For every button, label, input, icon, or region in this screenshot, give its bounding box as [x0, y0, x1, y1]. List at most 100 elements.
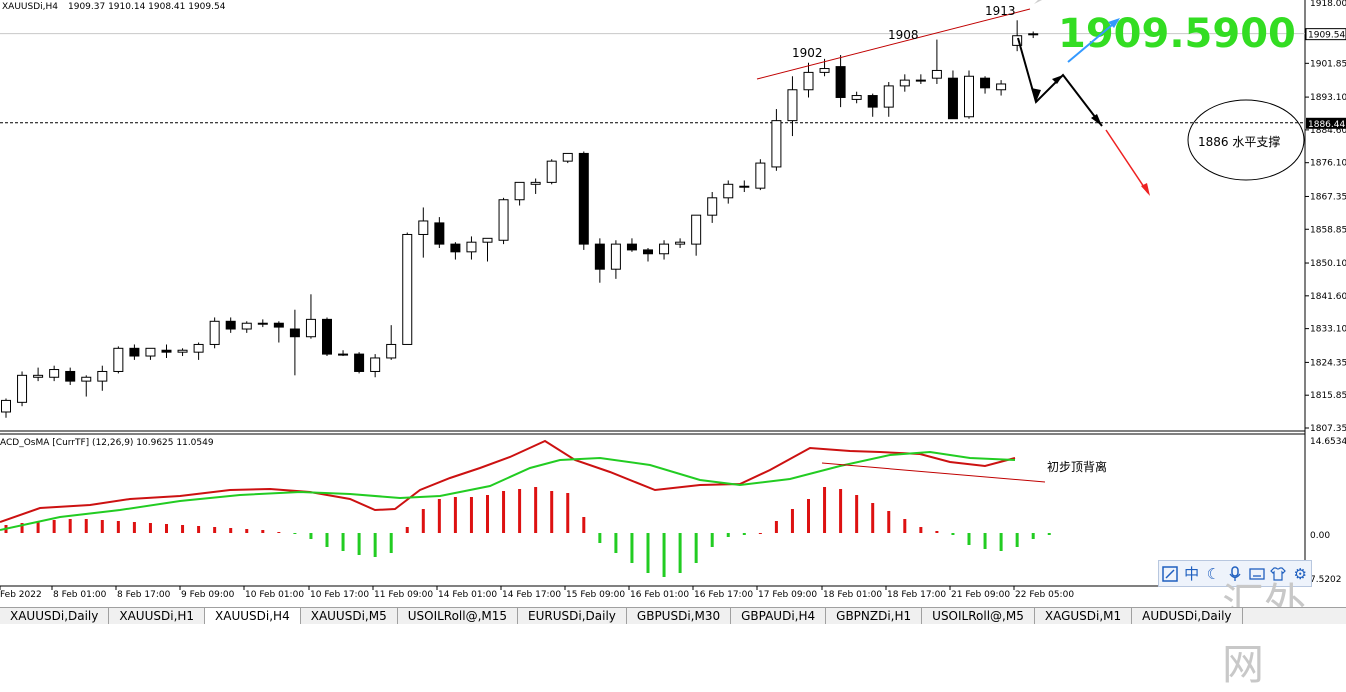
histogram-bar	[52, 520, 56, 533]
arrow-down-red[interactable]	[1105, 129, 1150, 196]
histogram-bar	[518, 489, 522, 533]
histogram-bar	[181, 525, 185, 533]
histogram-bar	[197, 526, 201, 533]
ime-toolbar[interactable]: 中 ☾ ⚙	[1158, 560, 1312, 587]
histogram-bar	[437, 499, 441, 533]
candle	[1012, 20, 1023, 52]
histogram-bar	[1047, 533, 1051, 535]
candle	[643, 247, 653, 262]
candle	[739, 180, 750, 193]
chart-tab[interactable]: XAUUSDi,H1	[109, 608, 206, 624]
histogram-bar	[758, 533, 762, 534]
price-tick-label: 1867.35	[1310, 192, 1346, 202]
moon-icon[interactable]: ☾	[1206, 564, 1221, 583]
histogram-bar	[453, 497, 457, 533]
candle	[354, 352, 365, 374]
price-tick-label: 1858.85	[1310, 225, 1346, 235]
chart-tab[interactable]: XAUUSDi,M5	[301, 608, 398, 624]
candle	[723, 180, 734, 204]
chart-canvas[interactable]: XAUUSDi,H4 1909.37 1910.14 1908.41 1909.…	[0, 0, 1346, 607]
chart-tab[interactable]: USOILRoll@,M5	[922, 608, 1035, 624]
candle	[996, 80, 1007, 96]
svg-text:1909.54: 1909.54	[1308, 31, 1345, 41]
histogram-bar	[116, 521, 120, 533]
chart-tab-bar: XAUUSDi,Daily XAUUSDi,H1 XAUUSDi,H4 XAUUSDi…	[0, 607, 1346, 624]
histogram-bar	[1031, 533, 1035, 539]
candle	[241, 321, 252, 333]
candle	[177, 348, 188, 357]
chart-tab[interactable]: GBPUSDi,M30	[627, 608, 732, 624]
candle	[434, 217, 445, 248]
chart-tab[interactable]: AUDUSDi,Daily	[1132, 608, 1243, 624]
time-tick-label: Feb 2022	[0, 590, 42, 600]
histogram-bar	[245, 529, 249, 533]
macd-histogram	[4, 487, 1051, 577]
candle	[964, 70, 974, 119]
candle	[514, 181, 525, 206]
candle	[193, 342, 204, 360]
histogram-bar	[357, 533, 361, 555]
current-price-tag: 1909.54	[1305, 28, 1346, 41]
mic-icon[interactable]	[1224, 564, 1246, 584]
time-tick-label: 14 Feb 17:00	[502, 590, 561, 600]
candle	[707, 192, 718, 223]
shirt-icon[interactable]	[1268, 564, 1290, 584]
candle	[803, 62, 814, 98]
chart-tab[interactable]: XAGUSDi,M1	[1035, 608, 1133, 624]
top-partial-label: 1918.00	[1310, 0, 1346, 9]
candle	[225, 317, 236, 333]
chart-icon[interactable]	[1159, 564, 1181, 584]
chart-tab[interactable]: XAUUSDi,H4	[205, 608, 301, 624]
time-tick-label: 14 Feb 01:00	[438, 590, 497, 600]
gear-icon[interactable]: ⚙	[1293, 564, 1307, 583]
chart-tab[interactable]: XAUUSDi,Daily	[0, 608, 110, 624]
histogram-bar	[630, 533, 634, 563]
histogram-bar	[229, 528, 233, 533]
keyboard-icon[interactable]	[1246, 564, 1268, 584]
projection-path[interactable]	[1017, 37, 1103, 127]
histogram-bar	[36, 521, 40, 533]
time-tick-label: 21 Feb 09:00	[951, 590, 1010, 600]
histogram-bar	[566, 493, 570, 533]
time-tick-label: 10 Feb 01:00	[245, 590, 304, 600]
time-tick-label: 8 Feb 01:00	[53, 590, 107, 600]
price-tick-label: 1893.10	[1310, 93, 1346, 103]
peak-label-1902: 1902	[792, 46, 823, 60]
candle	[33, 367, 44, 382]
candle	[273, 321, 284, 343]
time-tick-label: 10 Feb 17:00	[310, 590, 369, 600]
chart-background	[0, 0, 1346, 607]
price-tick-label: 1815.85	[1310, 391, 1346, 401]
candle	[626, 238, 637, 252]
chart-tab[interactable]: GBPAUDi,H4	[731, 608, 827, 624]
time-tick-label: 16 Feb 01:00	[630, 590, 689, 600]
histogram-bar	[20, 523, 24, 533]
candle	[386, 325, 397, 360]
support-price-tag: 1886.44	[1306, 117, 1346, 130]
resistance-trend-line[interactable]	[756, 8, 1031, 80]
candle	[81, 375, 92, 397]
candle	[691, 214, 702, 256]
candle	[1028, 31, 1039, 39]
chart-tab[interactable]: GBPNZDi,H1	[826, 608, 923, 624]
arrow-up-blue[interactable]	[1067, 18, 1120, 63]
candle	[562, 152, 573, 164]
watermark-logo: 汇外网	[1222, 579, 1307, 689]
divergence-line[interactable]	[821, 462, 1046, 483]
histogram-bar	[148, 523, 152, 533]
price-tick-label: 1901.85	[1310, 59, 1346, 69]
price-axis: 1901.85 1893.10 1884.60 1876.10 1867.35 1858.…	[1305, 59, 1346, 434]
ohlc-readout: 1909.37 1910.14 1908.41 1909.54	[68, 2, 226, 12]
histogram-bar	[710, 533, 714, 547]
candle	[899, 74, 910, 92]
support-note-ellipse[interactable]	[1187, 99, 1305, 181]
histogram-bar	[325, 533, 329, 547]
candle	[418, 207, 429, 258]
chart-tab[interactable]: EURUSDi,Daily	[518, 608, 627, 624]
candle	[1, 398, 11, 418]
candle	[17, 371, 28, 407]
ime-chinese-toggle[interactable]: 中	[1184, 565, 1200, 583]
histogram-bar	[726, 533, 730, 537]
chart-tab[interactable]: USOILRoll@,M15	[398, 608, 519, 624]
